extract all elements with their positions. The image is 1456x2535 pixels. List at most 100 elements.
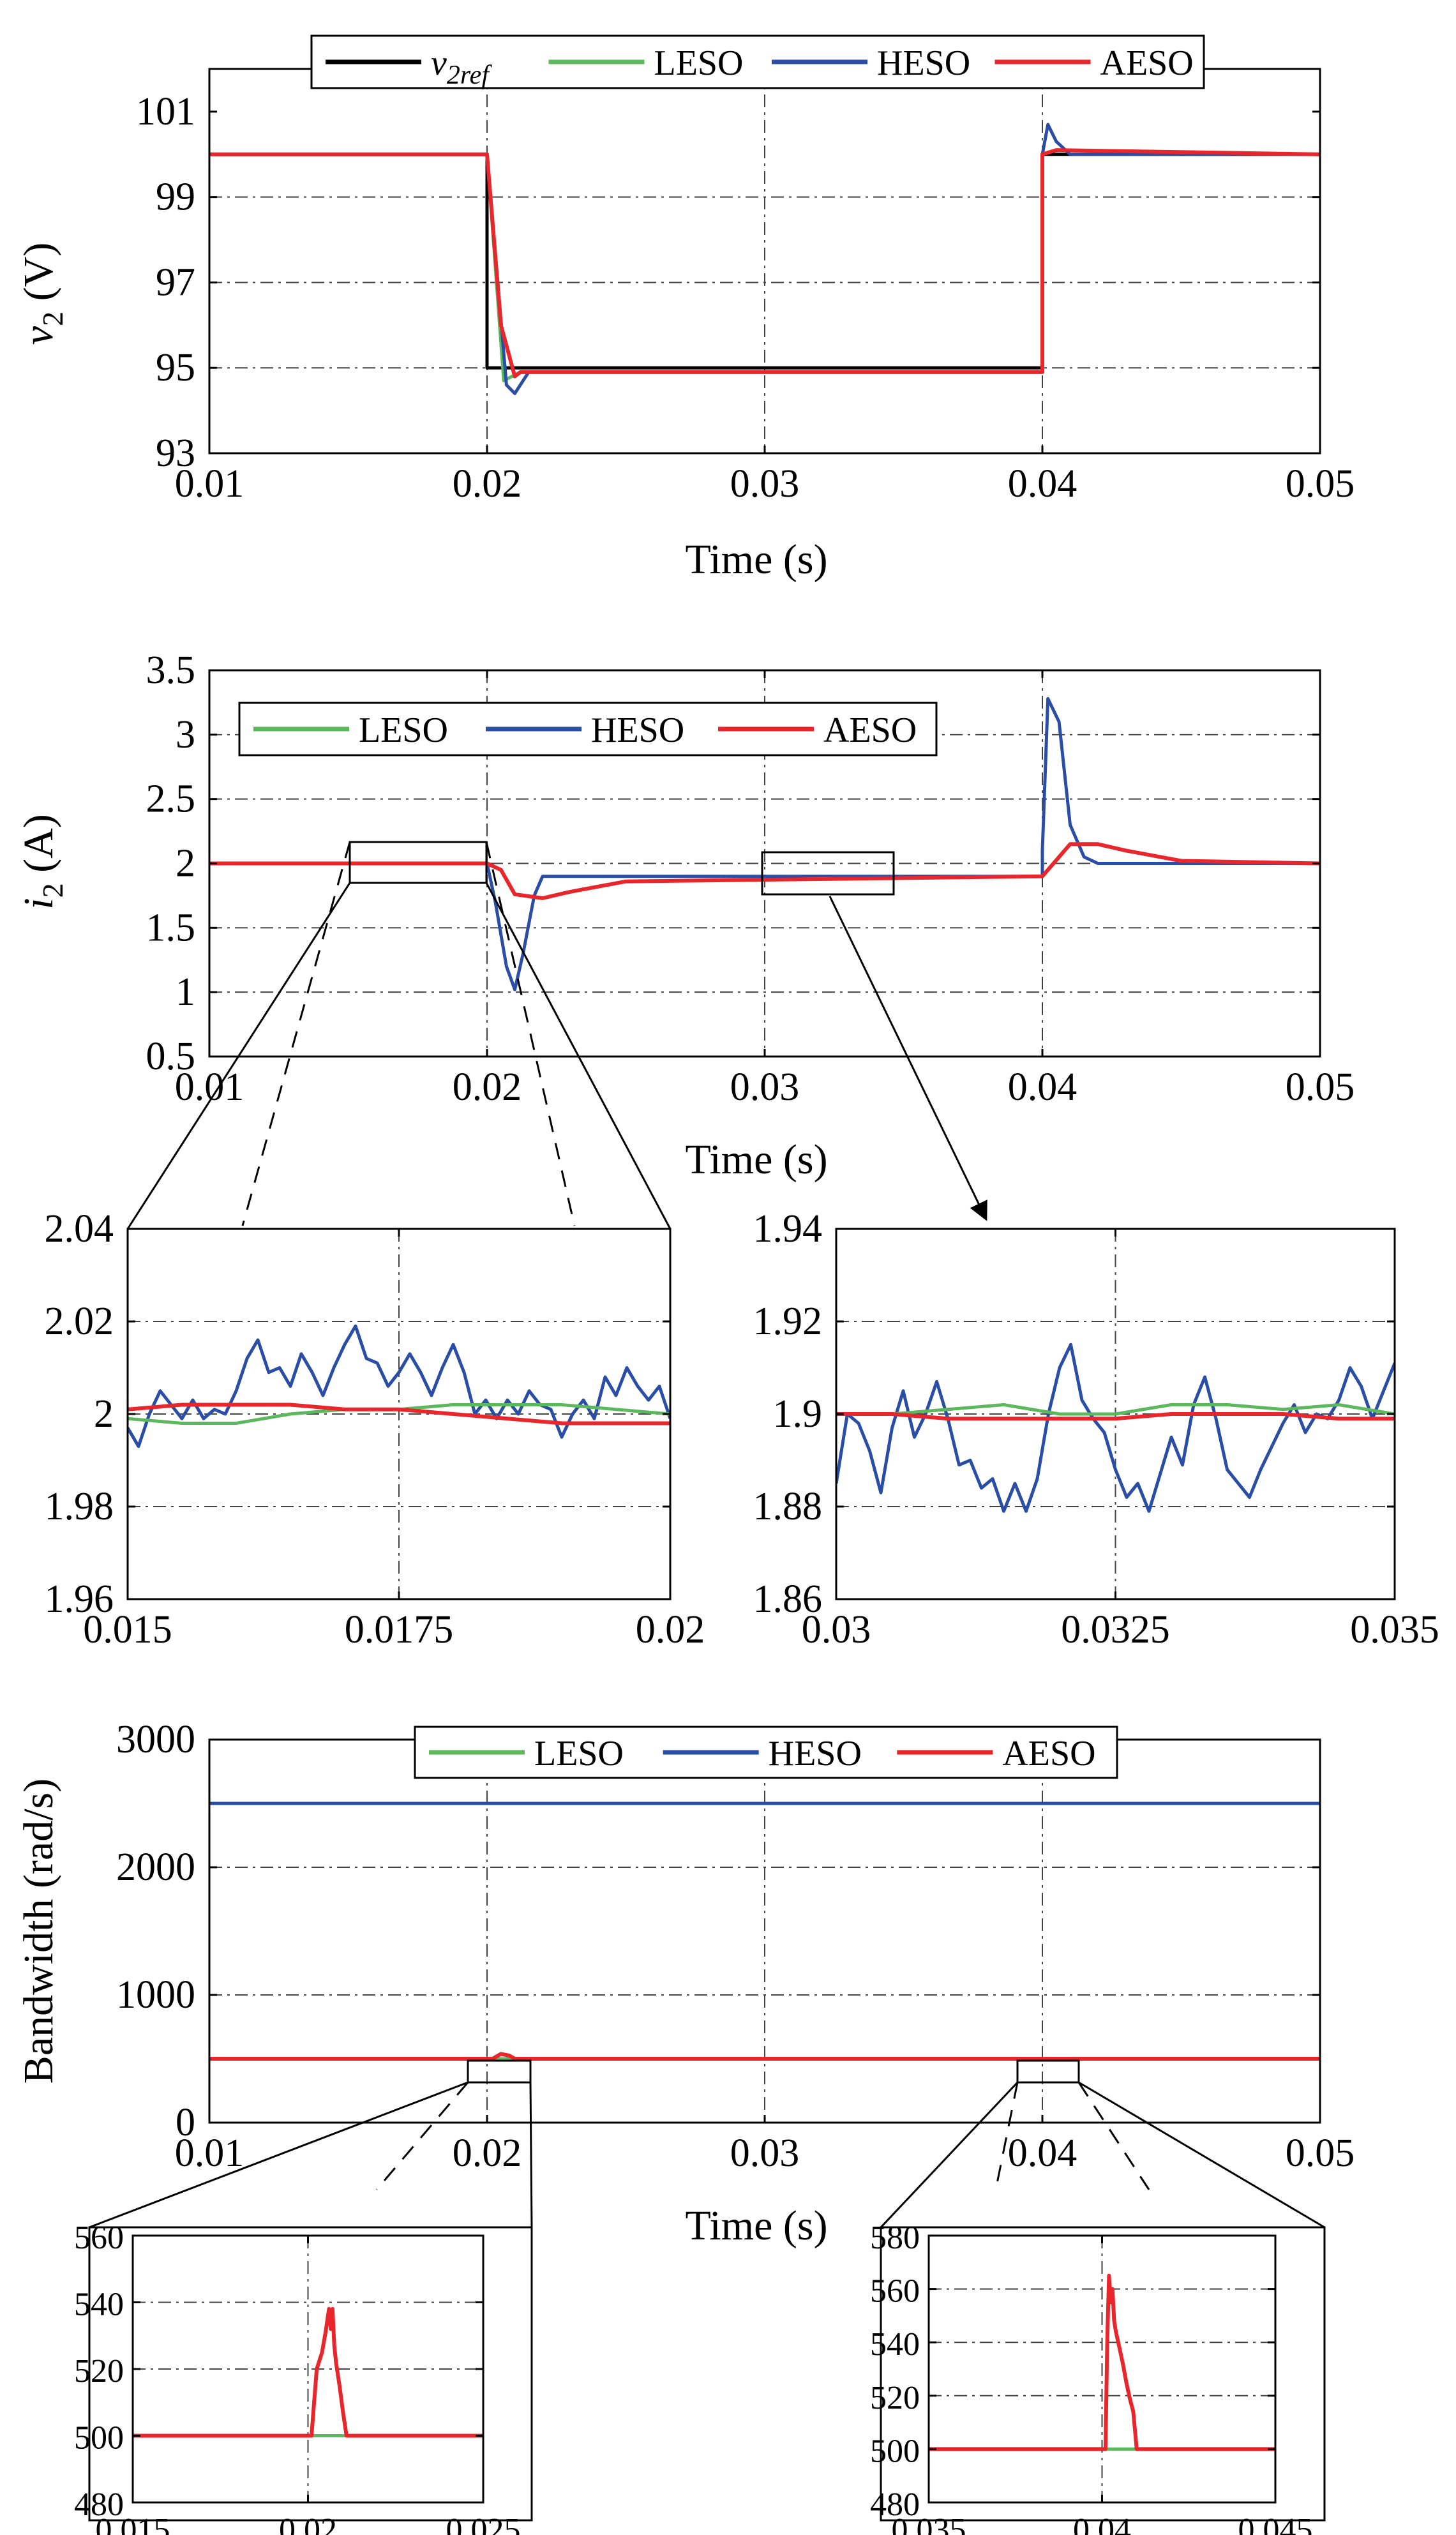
y-tick-label: 500 [74,2420,124,2456]
y-axis-label-subscript: 2 [36,883,69,898]
y-tick-label: 3 [176,713,195,756]
y-tick-label: 101 [136,90,195,133]
y-tick-label: 2000 [116,1846,195,1889]
y-tick-label: 2.5 [146,778,196,821]
zoom-arrow [829,896,987,1221]
y-tick-label: 3.5 [146,649,196,692]
zoom-region-box [467,2059,532,2084]
legend-label-v2ref: v2ref [431,43,492,90]
legend-label-leso: LESO [359,711,448,750]
x-tick-label: 0.03 [730,2132,800,2175]
legend-label-subscript: 2ref [447,61,492,90]
chart-current: 0.01 0.02 0.03 0.04 0.050.511.522.533.5Time … [15,649,1355,1183]
series-line-aeso [133,2306,483,2438]
y-tick-label: 3000 [116,1718,195,1761]
y-axis-label-symbol: v [15,326,62,345]
legend-label-symbol: v [431,43,447,83]
y-tick-label: 480 [870,2486,920,2523]
x-axis-label: Time (s) [685,2202,827,2249]
legend-label-leso: LESO [654,43,744,83]
x-tick-label: 0.035 [1350,1608,1439,1651]
y-tick-label: 480 [74,2486,124,2523]
zoom-connector-line [485,882,672,1230]
series-line-heso [836,1343,1395,1513]
y-tick-label: 95 [156,346,195,389]
y-tick-label: 1.86 [753,1577,823,1621]
zoom-connector-line [485,841,576,1226]
x-tick-label: 0.0175 [345,1608,454,1651]
series-line-aeso [209,2052,1320,2061]
zoom-connector-line [1077,2082,1150,2190]
x-tick-label: 0.02 [279,2512,337,2535]
legend-label-heso: HESO [769,1734,862,1773]
x-tick-label: 0.01 [175,2132,244,2175]
y-tick-label: 520 [74,2353,124,2389]
y-tick-label: 2 [176,842,195,885]
y-tick-label: 580 [870,2220,920,2256]
x-tick-label: 0.0325 [1061,1608,1170,1651]
y-tick-label: 1000 [116,1973,195,2017]
zoom-connector-line [1078,2081,1325,2229]
y-axis-label-unit: (A) [15,814,62,883]
legend: LESO HESO AESO [238,702,938,756]
x-tick-label: 0.045 [1238,2512,1313,2535]
legend-label-aeso: AESO [823,711,917,750]
x-tick-label: 0.03 [730,1065,800,1109]
series-line-leso [836,1403,1395,1416]
zoom-connector-line [89,2081,469,2229]
y-tick-label: 1.92 [753,1300,823,1343]
y-tick-label: 97 [156,260,195,304]
zoom-connectors [89,841,1325,2229]
plot-area [209,69,1320,453]
x-tick-label: 0.01 [175,462,244,506]
y-tick-label: 560 [74,2220,124,2256]
legend-label-heso: HESO [591,711,684,750]
legend: v2ref LESO HESO AESO [310,34,1205,90]
series-line-aeso [209,842,1320,900]
x-tick-label: 0.015 [96,2512,170,2535]
y-tick-label: 540 [74,2287,124,2323]
series-group [133,2306,483,2438]
legend-box [238,702,938,756]
y-axis-label: i2 (A) [15,814,69,909]
y-tick-label: 560 [870,2273,920,2310]
y-tick-label: 99 [156,176,195,219]
x-axis-label: Time (s) [685,1136,827,1183]
y-tick-label: 500 [870,2433,920,2469]
chart-current-zoom-2: 0.03 0.0325 0.035 1.86 1.88 1.9 1.92 1.94 [753,1207,1439,1651]
zoom-connector-line [529,2082,533,2228]
y-tick-label: 1.5 [146,906,196,949]
chart-voltage: 0.01 0.02 0.03 0.04 0.05 93 95 97 99 101 Time (s) v… [15,34,1355,583]
y-axis-label: v2 (V) [15,243,69,345]
series-line-heso [209,696,1320,991]
x-tick-label: 0.04 [1008,2132,1077,2175]
x-axis-label: Time (s) [685,536,827,583]
y-tick-label: 1.94 [753,1207,823,1251]
x-tick-label: 0.03 [730,462,800,506]
zoom-connector-line [241,841,351,1226]
legend-label-aeso: AESO [1002,1734,1095,1773]
x-tick-label: 0.04 [1008,1065,1077,1109]
zoom-connector-line [126,882,351,1230]
x-tick-label: 0.04 [1008,462,1077,506]
x-tick-label: 0.015 [83,1608,172,1651]
y-tick-label: 2.04 [45,1207,114,1251]
y-tick-label: 540 [870,2326,920,2363]
y-tick-label: 0 [176,2101,195,2144]
x-tick-label: 0.05 [1286,1065,1355,1109]
series-line-aeso [209,148,1320,379]
y-tick-label: 1.96 [45,1577,114,1621]
series-group [836,1343,1395,1513]
y-axis-label-subscript: 2 [36,312,69,326]
legend-box [414,1726,1118,1779]
y-tick-label: 2.02 [45,1300,114,1343]
x-tick-label: 0.05 [1286,2132,1355,2175]
x-tick-label: 0.03 [802,1608,871,1651]
y-tick-label: 0.5 [146,1035,196,1078]
zoom-connector-line [880,2081,1019,2229]
x-tick-label: 0.02 [453,462,522,506]
chart-current-zoom-1: 0.015 0.0175 0.02 1.96 1.98 2 2.02 2.04 [45,1207,705,1651]
series-line-aeso [929,2273,1275,2451]
x-tick-label: 0.02 [453,2132,522,2175]
series-group [209,1802,1320,2061]
